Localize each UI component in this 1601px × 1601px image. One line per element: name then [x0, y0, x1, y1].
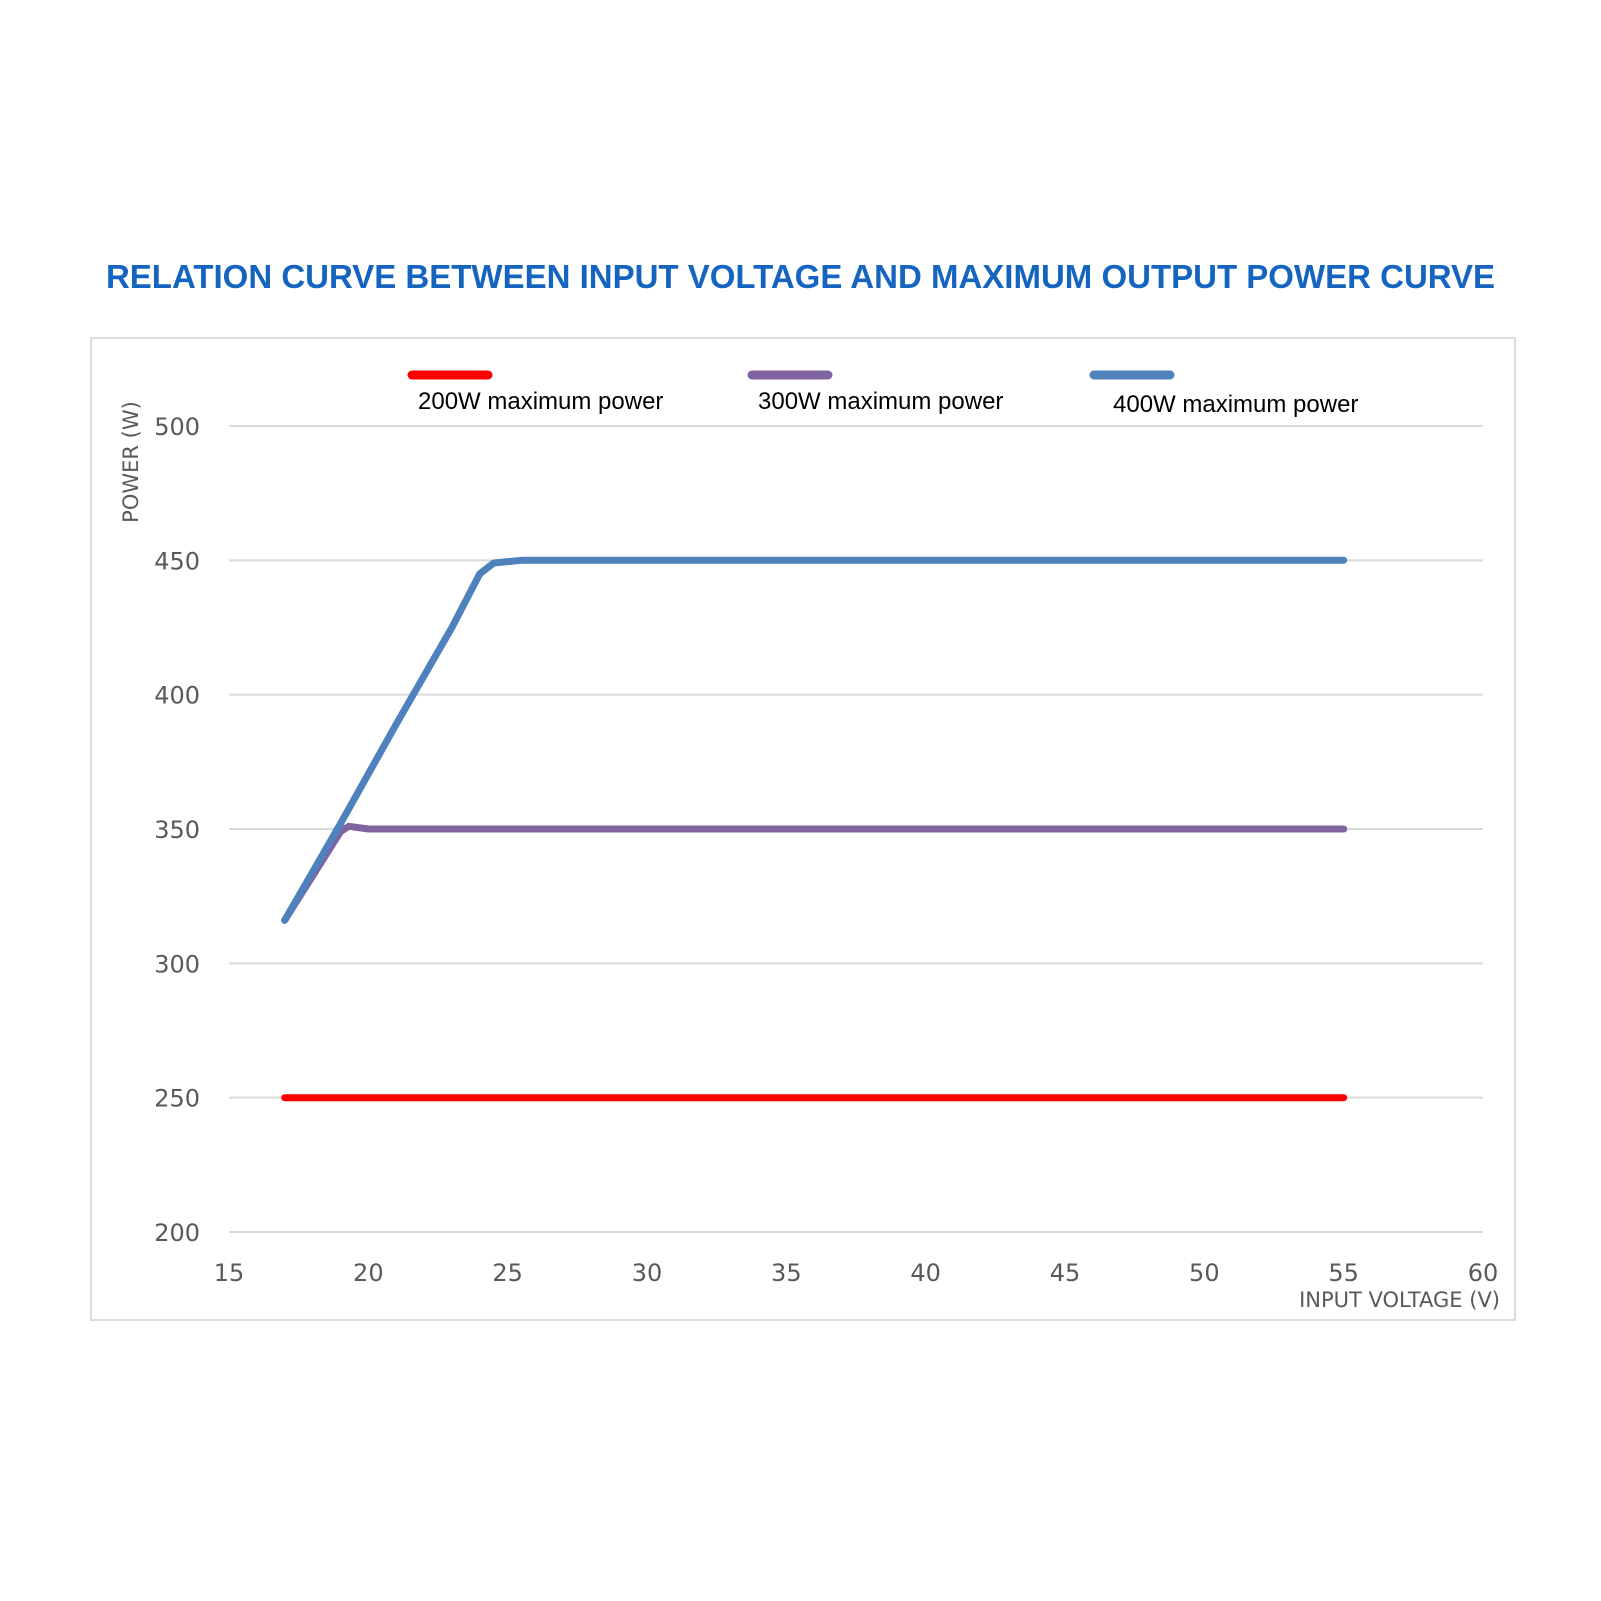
- x-tick-label-60: 60: [1468, 1259, 1499, 1287]
- legend-label-400w-maximum-power: 400W maximum power: [1113, 391, 1358, 418]
- legend-label-300w-maximum-power: 300W maximum power: [758, 388, 1003, 415]
- chart-frame: [90, 337, 1516, 1321]
- x-axis-label: INPUT VOLTAGE (V): [1299, 1288, 1500, 1312]
- y-tick-label-300: 300: [154, 950, 200, 978]
- x-tick-label-40: 40: [910, 1259, 941, 1287]
- y-tick-label-200: 200: [154, 1219, 200, 1247]
- x-tick-label-15: 15: [214, 1259, 245, 1287]
- y-tick-label-500: 500: [154, 413, 200, 441]
- x-tick-labels: 15 20 25 30 35 40 45 50 55 60: [214, 1259, 1499, 1287]
- y-axis-label: POWER (W): [119, 401, 143, 523]
- y-tick-label-250: 250: [154, 1085, 200, 1113]
- legend-label-200w-maximum-power: 200W maximum power: [418, 388, 663, 415]
- series-line-400w-maximum-power: [281, 556, 1348, 924]
- y-tick-label-350: 350: [154, 816, 200, 844]
- x-tick-label-35: 35: [771, 1259, 802, 1287]
- series-line-300w-maximum-power: [281, 822, 1348, 924]
- chart-title: RELATION CURVE BETWEEN INPUT VOLTAGE AND…: [105, 258, 1496, 295]
- x-tick-label-45: 45: [1050, 1259, 1081, 1287]
- legend: 200W maximum power 300W maximum power 400W…: [407, 370, 1358, 418]
- y-tick-labels: 200 250 300 350 400 450 500: [154, 413, 200, 1247]
- x-tick-label-55: 55: [1328, 1259, 1359, 1287]
- x-tick-label-30: 30: [632, 1259, 663, 1287]
- x-tick-label-25: 25: [492, 1259, 523, 1287]
- x-tick-label-20: 20: [353, 1259, 384, 1287]
- x-tick-label-50: 50: [1189, 1259, 1220, 1287]
- series-lines: [281, 556, 1348, 1102]
- y-tick-label-450: 450: [154, 547, 200, 575]
- y-tick-label-400: 400: [154, 682, 200, 710]
